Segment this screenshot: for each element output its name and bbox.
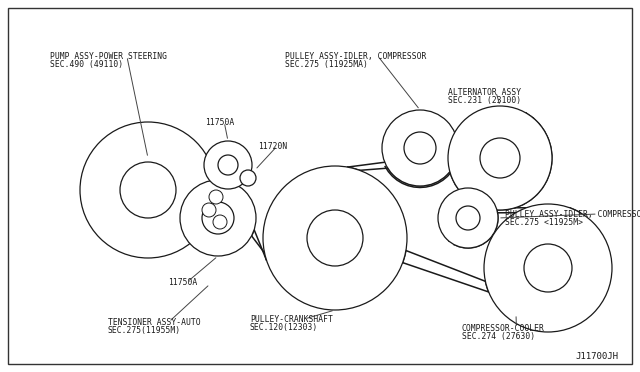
Text: SEC.275 <11925M>: SEC.275 <11925M> (505, 218, 583, 227)
Circle shape (404, 132, 436, 164)
Circle shape (120, 162, 176, 218)
Text: PULLEY-CRANKSHAFT: PULLEY-CRANKSHAFT (250, 315, 333, 324)
Circle shape (80, 122, 216, 258)
Text: SEC.274 (27630): SEC.274 (27630) (462, 332, 535, 341)
Text: SEC.275(11955M): SEC.275(11955M) (108, 326, 181, 335)
Circle shape (204, 141, 252, 189)
Text: PULLEY ASSY-IDLER, COMPRESSOR: PULLEY ASSY-IDLER, COMPRESSOR (505, 210, 640, 219)
Circle shape (263, 166, 407, 310)
Circle shape (382, 110, 458, 186)
Text: 11720N: 11720N (258, 142, 287, 151)
Circle shape (484, 204, 612, 332)
Text: TENSIONER ASSY-AUTO: TENSIONER ASSY-AUTO (108, 318, 200, 327)
Circle shape (524, 244, 572, 292)
Text: J11700JH: J11700JH (575, 352, 618, 361)
Text: COMPRESSOR-COOLER: COMPRESSOR-COOLER (462, 324, 545, 333)
Circle shape (438, 188, 498, 248)
Circle shape (202, 202, 234, 234)
Text: SEC.120(12303): SEC.120(12303) (250, 323, 318, 332)
Text: PULLEY ASSY-IDLER, COMPRESSOR: PULLEY ASSY-IDLER, COMPRESSOR (285, 52, 426, 61)
Text: SEC.490 (49110): SEC.490 (49110) (50, 60, 123, 69)
Text: 11750A: 11750A (205, 118, 234, 127)
Text: SEC.231 (23100): SEC.231 (23100) (448, 96, 521, 105)
Circle shape (213, 215, 227, 229)
Circle shape (209, 190, 223, 204)
Text: 11750A: 11750A (168, 278, 197, 287)
Circle shape (240, 170, 256, 186)
Text: ALTERNATOR ASSY: ALTERNATOR ASSY (448, 88, 521, 97)
Text: SEC.275 (11925MA): SEC.275 (11925MA) (285, 60, 368, 69)
Circle shape (218, 155, 238, 175)
Circle shape (456, 206, 480, 230)
Circle shape (448, 106, 552, 210)
Circle shape (307, 210, 363, 266)
Circle shape (180, 180, 256, 256)
Text: PUMP ASSY-POWER STEERING: PUMP ASSY-POWER STEERING (50, 52, 167, 61)
Circle shape (480, 138, 520, 178)
Circle shape (202, 203, 216, 217)
